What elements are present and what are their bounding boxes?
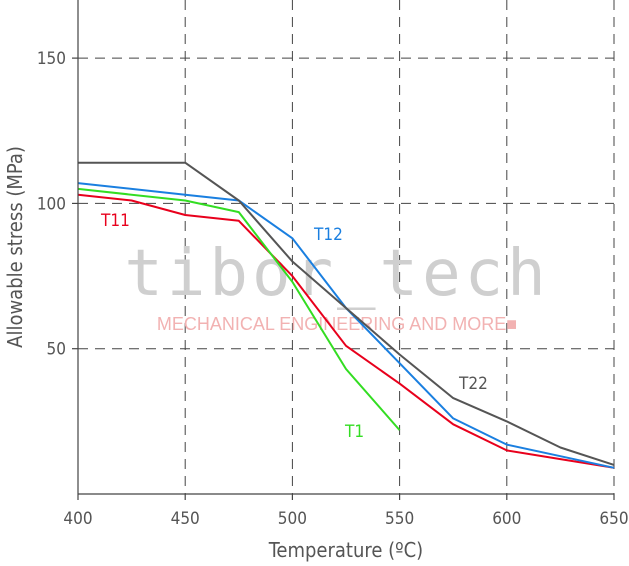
series-line-t1	[77, 187, 401, 431]
watermark-tagline: MECHANICAL ENGINEERING AND MORE■	[157, 314, 517, 334]
series-label-t22: T22	[458, 374, 488, 394]
axes	[72, 0, 615, 500]
y-tick-label: 50	[47, 340, 66, 360]
y-tick-label: 100	[37, 194, 66, 214]
series-label-t12: T12	[313, 225, 343, 245]
tick-labels: 400 450 500 550 600 650 50 100 150	[37, 49, 629, 529]
x-tick-label: 600	[492, 509, 521, 529]
y-tick-label: 150	[37, 49, 66, 69]
y-axis-title: Allowable stress (MPa)	[3, 146, 27, 348]
x-tick-label: 650	[599, 509, 628, 529]
x-axis-title: Temperature (ºC)	[268, 538, 423, 562]
series-line-t11	[77, 193, 615, 469]
x-tick-label: 500	[278, 509, 307, 529]
series-labels: T11 T12 T1 T22	[100, 211, 488, 442]
series-label-t1: T1	[344, 422, 364, 442]
series-line-t22	[78, 161, 615, 466]
grid	[78, 0, 615, 494]
x-tick-label: 550	[385, 509, 414, 529]
x-tick-label: 450	[171, 509, 200, 529]
series-lines	[77, 161, 615, 469]
watermark: tibor_tech MECHANICAL ENGINEERING AND MO…	[124, 237, 545, 334]
series-line-t12	[77, 182, 615, 469]
x-tick-label: 400	[63, 509, 92, 529]
series-label-t11: T11	[100, 211, 130, 231]
